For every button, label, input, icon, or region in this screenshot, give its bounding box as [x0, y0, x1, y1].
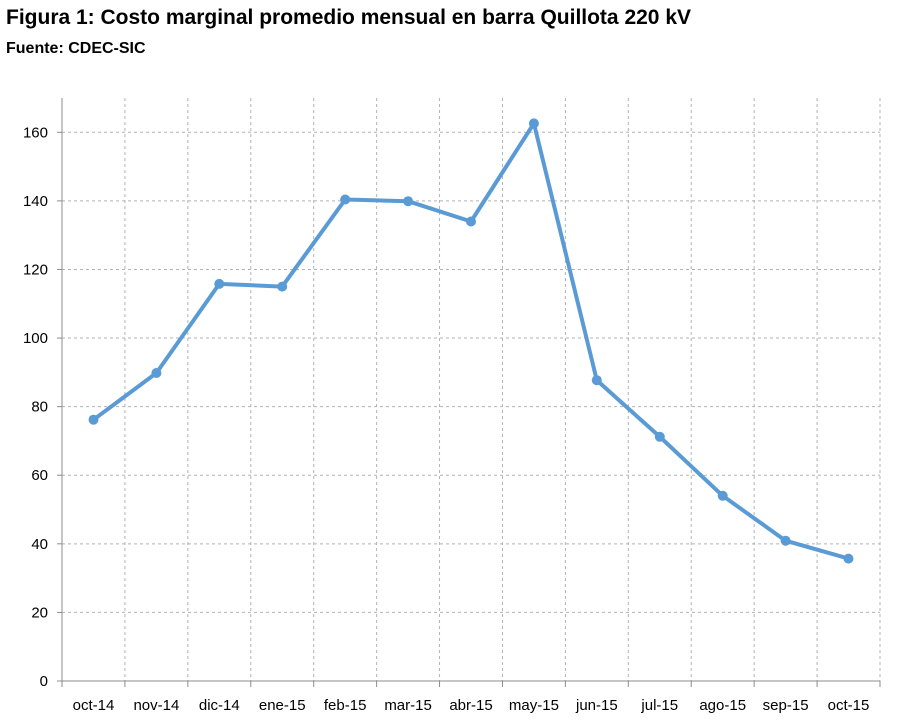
data-point: [843, 553, 854, 564]
y-tick-labels: 0 20 40 60 80 100 120 140 160: [23, 124, 48, 690]
data-point: [528, 118, 539, 129]
y-tick-label: 80: [31, 399, 48, 416]
x-tick-label: feb-15: [324, 697, 367, 714]
x-tick-label: nov-14: [133, 697, 179, 714]
x-tick-label: abr-15: [449, 697, 492, 714]
data-point: [591, 375, 602, 386]
data-point: [88, 414, 99, 425]
y-tick-label: 160: [23, 124, 48, 141]
x-tick-label: mar-15: [384, 697, 432, 714]
axis-layer: [57, 98, 881, 687]
data-point: [717, 490, 728, 501]
y-tick-label: 0: [40, 673, 48, 690]
grid-layer: [62, 98, 881, 681]
x-tick-label: ago-15: [699, 697, 746, 714]
x-tick-label: may-15: [509, 697, 559, 714]
data-point: [277, 281, 288, 292]
x-tick-label: oct-14: [73, 697, 115, 714]
series-line: [91, 121, 851, 561]
data-point: [151, 368, 162, 378]
y-tick-label: 140: [23, 193, 48, 210]
data-point: [214, 278, 225, 289]
y-tick-label: 20: [31, 604, 48, 621]
y-tick-label: 60: [31, 467, 48, 484]
data-point: [466, 216, 476, 227]
x-tick-label: dic-14: [199, 697, 240, 714]
data-point: [780, 535, 791, 546]
data-point: [403, 196, 414, 207]
x-tick-labels: oct-14 nov-14 dic-14 ene-15 feb-15 mar-15 abr-…: [73, 697, 870, 714]
y-tick-label: 100: [23, 330, 48, 347]
data-point: [654, 431, 665, 442]
chart-source: Fuente: CDEC-SIC: [6, 40, 146, 57]
x-tick-label: jun-15: [575, 697, 618, 714]
data-point: [340, 194, 351, 205]
x-tick-label: sep-15: [763, 697, 809, 714]
x-tick-label: jul-15: [640, 697, 678, 714]
y-tick-label: 40: [31, 536, 48, 553]
series-layer: [88, 118, 854, 564]
x-tick-label: ene-15: [259, 697, 306, 714]
x-tick-label: oct-15: [828, 697, 870, 714]
y-tick-label: 120: [23, 261, 48, 278]
chart-title: Figura 1: Costo marginal promedio mensua…: [6, 6, 692, 29]
